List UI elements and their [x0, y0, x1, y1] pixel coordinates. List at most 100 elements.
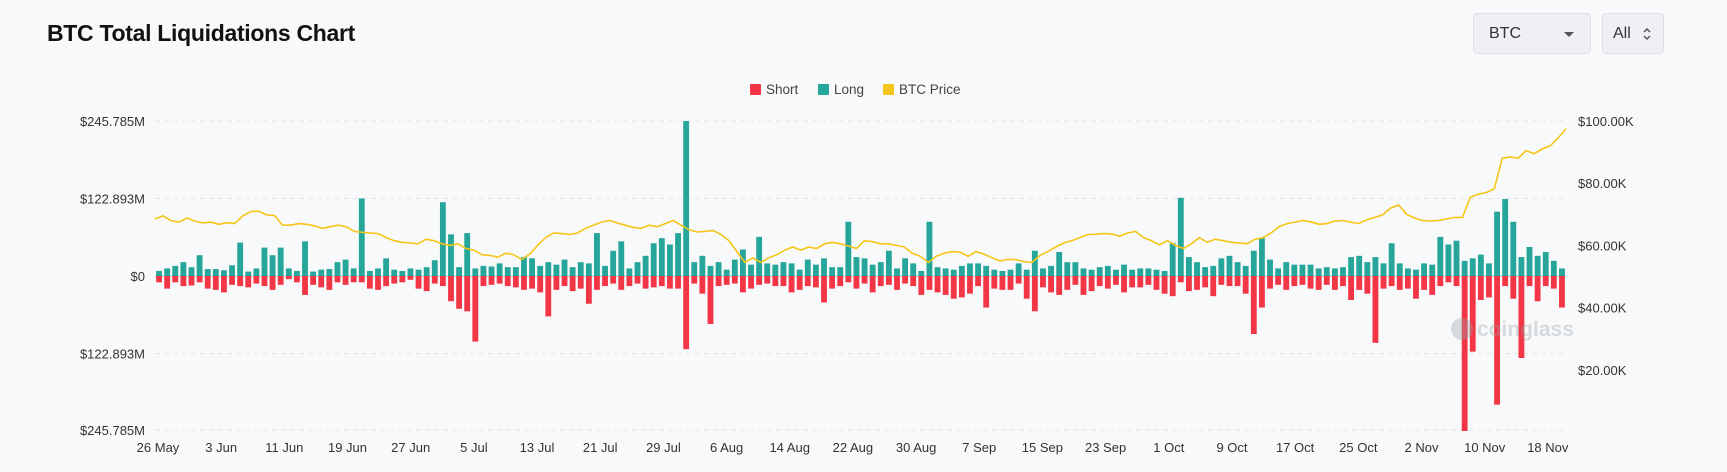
short-bar — [667, 276, 673, 289]
short-bar — [512, 276, 519, 288]
short-bar — [229, 276, 235, 285]
long-bar — [877, 262, 884, 276]
short-bar — [521, 276, 527, 290]
short-bar — [1559, 276, 1565, 308]
long-bar — [180, 262, 187, 276]
short-bar — [1210, 276, 1217, 297]
short-bar — [691, 276, 698, 284]
y-right-tick-label: $100.00K — [1578, 114, 1634, 129]
short-bar — [221, 276, 227, 293]
short-bar — [1404, 276, 1411, 289]
short-bar — [1113, 276, 1119, 285]
y-left-tick-label: $0 — [131, 269, 145, 284]
short-bar — [602, 276, 608, 287]
short-bar — [285, 276, 292, 280]
long-bar — [983, 265, 990, 276]
short-bar — [1364, 276, 1371, 294]
long-bar — [1356, 255, 1363, 276]
short-bar — [237, 276, 244, 287]
short-bar — [748, 276, 754, 289]
long-bar — [1072, 262, 1079, 276]
long-bar — [1437, 236, 1444, 276]
long-bar — [310, 271, 317, 276]
short-bar — [958, 276, 965, 298]
long-bar — [650, 243, 657, 276]
long-bar — [1218, 258, 1225, 276]
long-bar — [1413, 269, 1419, 276]
long-bar — [853, 257, 860, 276]
short-bar — [1437, 276, 1444, 287]
short-bar — [950, 276, 957, 299]
long-bar — [821, 258, 827, 276]
short-bar — [545, 276, 552, 317]
y-left-tick-label: $122.893M — [80, 192, 145, 207]
x-tick-label: 3 Jun — [205, 440, 237, 455]
long-bar — [1429, 264, 1436, 276]
long-bar — [1348, 257, 1355, 276]
long-bar — [1283, 262, 1290, 276]
short-bar — [1161, 276, 1168, 294]
long-bar — [1080, 268, 1087, 276]
short-bar — [1137, 276, 1144, 288]
long-bar — [869, 264, 876, 276]
long-bar — [1364, 262, 1371, 276]
long-bar — [845, 221, 852, 276]
long-bar — [529, 258, 535, 276]
asset-select[interactable]: BTC — [1473, 13, 1591, 54]
short-bar — [245, 276, 252, 288]
long-bar — [1137, 268, 1144, 276]
x-tick-label: 1 Oct — [1153, 440, 1184, 455]
long-bar — [545, 262, 552, 276]
long-bar — [1477, 254, 1484, 276]
short-bar — [504, 276, 511, 287]
short-bar — [934, 276, 941, 293]
short-bar — [642, 276, 649, 289]
long-bar — [642, 255, 649, 276]
short-bar — [1477, 276, 1484, 300]
x-tick-label: 5 Jul — [460, 440, 488, 455]
long-bar — [918, 270, 925, 276]
short-bar — [326, 276, 333, 290]
long-bar — [626, 268, 633, 276]
short-bar — [740, 276, 746, 293]
short-bar — [1372, 276, 1379, 343]
short-bar — [1348, 276, 1355, 300]
short-bar — [204, 276, 211, 289]
short-bar — [942, 276, 949, 295]
long-bar — [634, 262, 641, 276]
short-bar — [829, 276, 836, 289]
long-bar — [188, 267, 195, 276]
long-bar — [1177, 197, 1184, 276]
short-bar — [1242, 276, 1249, 294]
short-bar — [261, 276, 268, 287]
long-bar — [707, 265, 714, 276]
long-bar — [204, 269, 211, 276]
long-bar — [1315, 268, 1322, 276]
short-bar — [1421, 276, 1428, 290]
short-bar — [164, 276, 171, 289]
long-bar — [261, 247, 268, 276]
long-bar — [521, 257, 527, 276]
short-bar — [1080, 276, 1087, 295]
short-bar — [821, 276, 827, 303]
short-bar — [488, 276, 495, 285]
long-bar — [496, 263, 503, 276]
short-bar — [1486, 276, 1492, 298]
short-bar — [715, 276, 722, 287]
short-bar — [796, 276, 803, 290]
long-bar — [967, 263, 973, 276]
long-bar — [788, 263, 795, 276]
x-tick-label: 29 Jul — [646, 440, 681, 455]
long-bar — [796, 269, 803, 276]
short-bar — [1072, 276, 1079, 285]
long-bar — [1242, 265, 1249, 276]
range-select[interactable]: All — [1602, 13, 1664, 54]
long-bar — [1526, 246, 1533, 276]
long-bar — [1331, 268, 1338, 276]
coinglass-logo-icon — [1451, 318, 1473, 340]
x-tick-label: 23 Sep — [1085, 440, 1126, 455]
long-bar — [391, 269, 398, 276]
short-bar — [375, 276, 381, 290]
short-bar — [1088, 276, 1095, 292]
short-bar — [496, 276, 503, 284]
